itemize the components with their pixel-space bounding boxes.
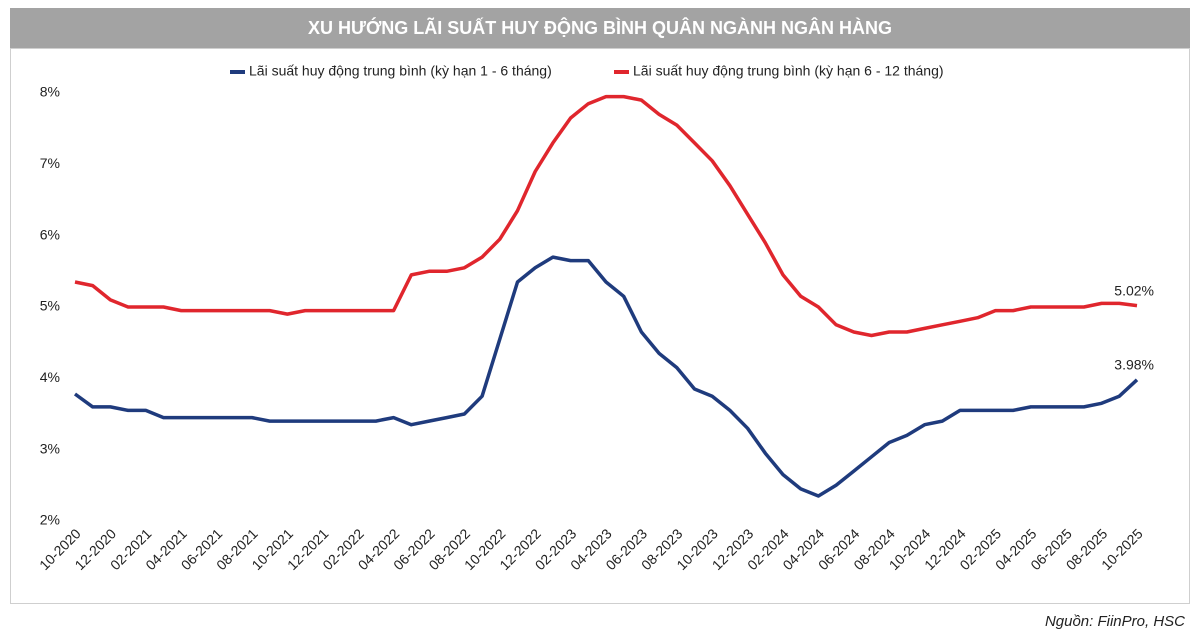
y-tick-label: 8% [40, 84, 60, 100]
series-line [74, 94, 1138, 338]
y-tick-label: 7% [40, 155, 60, 171]
chart-frame [10, 48, 1190, 604]
title-banner [10, 8, 1190, 48]
data-label: 5.02% [1114, 282, 1154, 298]
y-tick-label: 5% [40, 298, 60, 314]
y-tick-label: 3% [40, 440, 60, 456]
source: Nguồn: FiinPro, HSC [1045, 613, 1185, 630]
y-tick-label: 6% [40, 226, 60, 242]
series-line [73, 255, 1139, 498]
chart-title: XU HƯỚNG LÃI SUẤT HUY ĐỘNG BÌNH QUÂN NGÀ… [308, 17, 892, 38]
legend-label: Lãi suất huy động trung bình (kỳ hạn 6 -… [633, 63, 944, 79]
data-label: 3.98% [1114, 356, 1154, 372]
y-tick-label: 2% [40, 512, 60, 528]
legend-label: Lãi suất huy động trung bình (kỳ hạn 1 -… [249, 63, 552, 79]
y-tick-label: 4% [40, 369, 60, 385]
